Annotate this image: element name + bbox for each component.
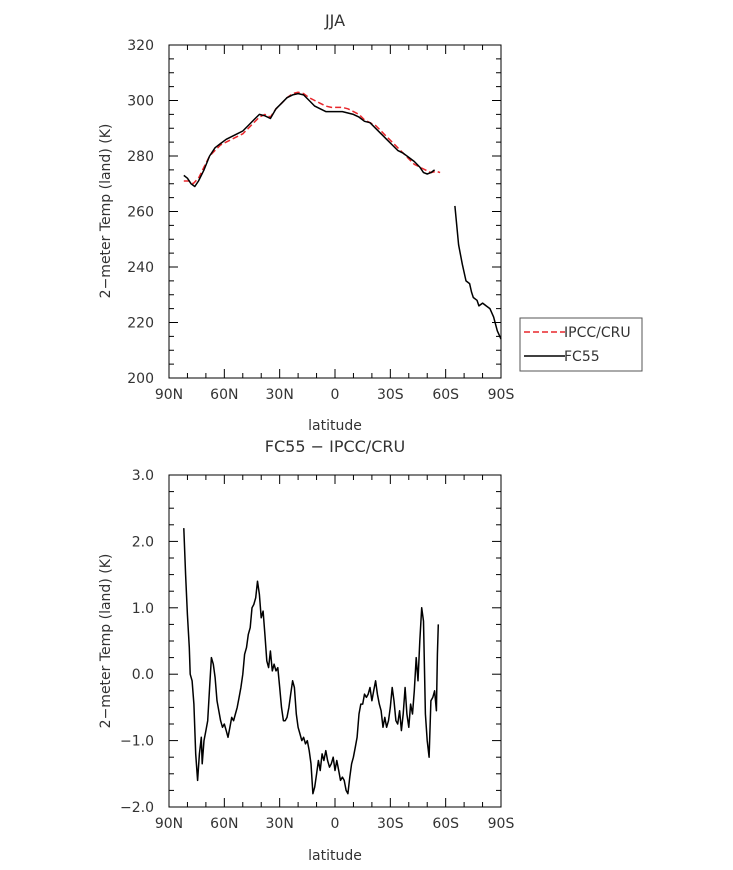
- panel2-ylabel: 2−meter Temp (land) (K): [98, 554, 114, 729]
- panel2-ytick-label: −1.0: [120, 734, 154, 750]
- panel1-xtick-label: 60S: [432, 387, 459, 403]
- panel1-xtick-label: 30S: [377, 387, 404, 403]
- panel2-xtick-label: 60N: [210, 816, 238, 832]
- panel1-xtick-label: 60N: [210, 387, 238, 403]
- panel2-xtick-label: 60S: [432, 816, 459, 832]
- panel2-xlabel: latitude: [308, 848, 362, 864]
- panel1-ytick-label: 300: [127, 94, 154, 110]
- panel2-xtick-label: 90N: [155, 816, 183, 832]
- panel1-ytick-label: 260: [127, 205, 154, 221]
- panel1-ytick-label: 320: [127, 38, 154, 54]
- panel2-ytick-label: 1.0: [132, 601, 154, 617]
- panel2-ytick-label: 2.0: [132, 534, 154, 550]
- panel1-xtick-label: 0: [331, 387, 340, 403]
- panel2-lines: [183, 528, 440, 795]
- panel1-xtick-label: 30N: [266, 387, 294, 403]
- legend-label-ipcc-cru: IPCC/CRU: [564, 325, 631, 341]
- panel1-xtick-label: 90N: [155, 387, 183, 403]
- panel2-xtick-label: 30S: [377, 816, 404, 832]
- panel2-ytick-label: −2.0: [120, 800, 154, 816]
- panel2-xtick-label: 0: [331, 816, 340, 832]
- panel1-plot-frame: [168, 44, 502, 379]
- panel1-ylabel: 2−meter Temp (land) (K): [98, 124, 114, 299]
- panel2-title: FC55 − IPCC/CRU: [265, 437, 405, 456]
- panel1-ytick-label: 220: [127, 316, 154, 332]
- panel1-xlabel: latitude: [308, 418, 362, 434]
- panel1-ytick-label: 280: [127, 149, 154, 165]
- legend: IPCC/CRU FC55: [519, 317, 643, 372]
- panel2-ytick-label: 0.0: [132, 667, 154, 683]
- panel2-xtick-label: 90S: [488, 816, 515, 832]
- panel1-series-ipcc-cru-segment-0: [183, 91, 441, 185]
- panel2-ytick-label: 3.0: [132, 468, 154, 484]
- panel2-xtick-label: 30N: [266, 816, 294, 832]
- panel1-xtick-label: 90S: [488, 387, 515, 403]
- panel1-ytick-label: 240: [127, 260, 154, 276]
- panel2-axes: 90N 60N 30N 0 30S 60S 90S −2.0 −1.0 0.0 1.0 2.0 3.0: [120, 468, 514, 832]
- panel1-ytick-label: 200: [127, 371, 154, 387]
- panel1-lines: [183, 91, 502, 340]
- panel1-title: JJA: [324, 11, 345, 30]
- legend-label-fc55: FC55: [564, 349, 600, 365]
- panel1-series-fc55-segment-1: [454, 205, 502, 340]
- panel2-series-difference-segment-0: [183, 528, 440, 795]
- panel1-series-fc55-segment-0: [183, 92, 436, 188]
- panel2-plot-frame: [168, 474, 502, 808]
- legend-box: [519, 317, 643, 372]
- panel1-axes: 90N 60N 30N 0 30S 60S 90S 200 220 240 260 280 300 320: [127, 38, 514, 403]
